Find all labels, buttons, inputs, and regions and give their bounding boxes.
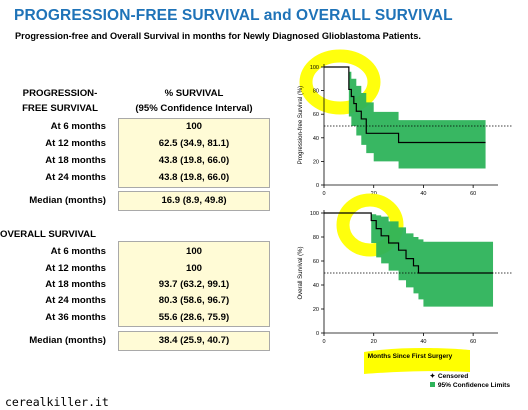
survival-step-line	[324, 212, 494, 274]
pfs-row-label: At 6 months	[50, 121, 106, 132]
y-tick-label: 0	[316, 183, 319, 189]
censored-marker-icon: ✦	[429, 373, 436, 380]
x-tick-label: 40	[420, 191, 426, 197]
y-axis-label: Overall Survival (%)	[298, 246, 304, 299]
pfs-row-value: 43.8 (19.8, 66.0)	[158, 155, 230, 166]
y-tick-label: 40	[313, 136, 319, 142]
legend-censored: ✦ Censored	[429, 372, 510, 381]
os-median-box	[118, 331, 270, 351]
page-subtitle: Progression-free and Overall Survival in…	[15, 31, 421, 41]
os-row-value: 100	[185, 246, 202, 257]
pfs-median-value: 16.9 (8.9, 49.8)	[161, 195, 227, 206]
pfs-row-value: 100	[185, 121, 202, 132]
pfs-row-value: 62.5 (34.9, 81.1)	[158, 138, 230, 149]
os-header: OVERALL SURVIVAL	[0, 229, 96, 240]
survival-step-line	[324, 66, 486, 144]
x-tick-label: 0	[322, 339, 325, 345]
y-tick-label: 40	[313, 283, 319, 289]
x-tick-label: 40	[420, 339, 426, 345]
os-row-label: At 24 months	[45, 295, 106, 306]
survival-header-line2: (95% Confidence Interval)	[135, 103, 253, 114]
ci-swatch-icon	[430, 382, 435, 387]
x-tick-label: 60	[470, 339, 476, 345]
os-row-label: At 36 months	[45, 312, 106, 323]
y-tick-label: 60	[313, 259, 319, 265]
y-tick-label: 80	[313, 235, 319, 241]
survival-header-line1: % SURVIVAL	[164, 88, 224, 99]
legend-ci-label: 95% Confidence Limits	[437, 382, 511, 389]
y-axis-label: Progression-free Survival (%)	[298, 86, 304, 164]
y-tick-label: 20	[313, 307, 319, 313]
page-title: PROGRESSION-FREE SURVIVAL and OVERALL SU…	[14, 7, 453, 24]
pfs-header-line1: PROGRESSION-	[22, 88, 98, 99]
y-tick-label: 100	[310, 65, 319, 71]
highlighter-circle	[299, 49, 381, 115]
x-tick-label: 0	[322, 191, 325, 197]
os-row-value: 80.3 (58.6, 96.7)	[158, 295, 230, 306]
y-tick-label: 0	[316, 331, 319, 337]
pfs-median-label: Median (months)	[29, 195, 106, 206]
y-tick-label: 100	[310, 211, 319, 217]
y-tick-label: 80	[313, 89, 319, 95]
chart-panel: 0 20 40 60 80 100 0 20 40 60 Overall Survival (%) M…	[298, 193, 512, 374]
pfs-header-line2: FREE SURVIVAL	[22, 103, 98, 114]
x-tick-label: 20	[371, 339, 377, 345]
pfs-header: PROGRESSION- FREE SURVIVAL	[14, 86, 106, 116]
ci-band	[324, 67, 486, 169]
os-row-value: 100	[185, 263, 202, 274]
y-tick-label: 60	[313, 112, 319, 118]
pfs-row-label: At 24 months	[45, 172, 106, 183]
x-axis-label: Months Since First Surgery	[368, 353, 453, 360]
y-tick-label: 20	[313, 159, 319, 165]
ci-band	[324, 213, 494, 307]
x-tick-label: 60	[470, 191, 476, 197]
pfs-median-box	[118, 191, 270, 211]
os-row-label: At 6 months	[50, 246, 106, 257]
os-row-value: 55.6 (28.6, 75.9)	[158, 312, 230, 323]
pfs-values-box	[118, 118, 270, 188]
survival-column-header: % SURVIVAL (95% Confidence Interval)	[118, 86, 270, 116]
pfs-row-label: At 12 months	[45, 138, 106, 149]
pfs-row-value: 43.8 (19.8, 66.0)	[158, 172, 230, 183]
legend: ✦ Censored 95% Confidence Limits	[429, 372, 510, 390]
watermark-footer: cerealkiller.it	[5, 395, 109, 409]
os-median-value: 38.4 (25.9, 40.7)	[158, 335, 230, 346]
os-median-label: Median (months)	[29, 335, 106, 346]
legend-ci: 95% Confidence Limits	[429, 381, 510, 390]
os-row-label: At 18 months	[45, 279, 106, 290]
legend-censored-label: Censored	[437, 373, 469, 380]
os-row-label: At 12 months	[45, 263, 106, 274]
pfs-row-label: At 18 months	[45, 155, 106, 166]
highlighter-mark	[364, 348, 470, 374]
os-row-value: 93.7 (63.2, 99.1)	[158, 279, 230, 290]
os-values-box	[118, 241, 270, 327]
